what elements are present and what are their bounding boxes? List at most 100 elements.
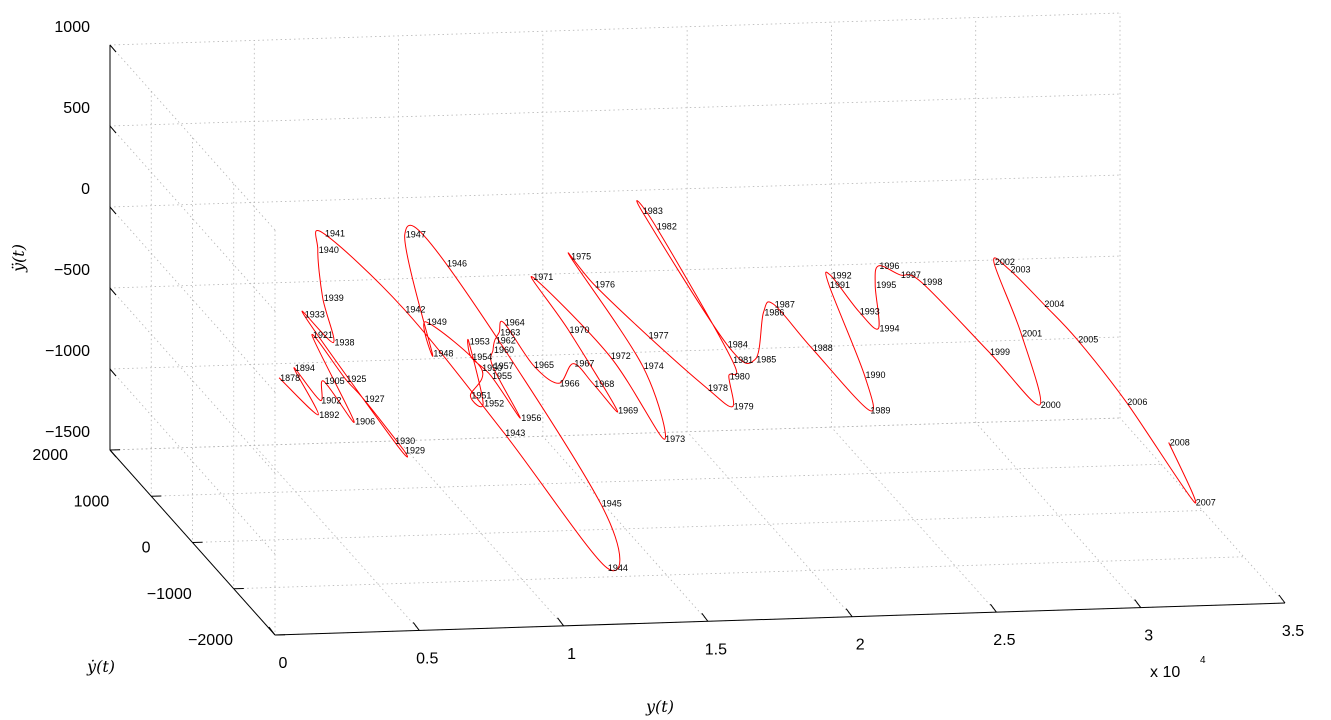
year-label: 1892	[319, 410, 339, 420]
year-label: 2007	[1196, 498, 1216, 508]
year-label: 1939	[324, 293, 344, 303]
grid-line-y	[233, 183, 1244, 590]
axes	[109, 45, 1286, 636]
year-label: 1981	[733, 355, 753, 365]
year-label: 1996	[879, 261, 899, 271]
year-label: 1974	[644, 361, 664, 371]
grid-line-x	[253, 40, 420, 631]
year-label: 1957	[494, 361, 514, 371]
tick-labels: 0 0.5 1 1.5 2 2.5 3 3.5 −2000 −1000 0 1000 2000 1000 5…	[32, 19, 1304, 672]
x-tick-label: 3	[1144, 628, 1153, 645]
year-label: 1925	[346, 374, 366, 384]
year-label: 1971	[533, 272, 553, 282]
year-label: 1989	[870, 405, 890, 415]
year-label: 2002	[995, 257, 1015, 267]
x-tick-mark	[1278, 594, 1286, 604]
year-label: 1987	[775, 299, 795, 309]
year-label: 1983	[643, 206, 663, 216]
grid-line-y	[150, 91, 1162, 497]
year-label: 1995	[876, 280, 896, 290]
grid-line-x	[1119, 13, 1286, 604]
grid-lines	[109, 12, 1286, 636]
x-tick-mark	[701, 612, 709, 622]
year-label: 1997	[901, 270, 921, 280]
year-label: 1998	[922, 277, 942, 287]
year-label: 2001	[1022, 328, 1042, 338]
z-tick-label: −500	[54, 262, 90, 279]
year-label: 1905	[325, 376, 345, 386]
year-label: 1948	[433, 349, 453, 359]
x-tick-label: 2.5	[993, 632, 1015, 649]
year-label: 1878	[280, 373, 300, 383]
z-tick-label: −1500	[45, 424, 90, 441]
year-label: 1985	[756, 354, 776, 364]
year-label: 1980	[730, 371, 750, 381]
grid-line-y	[274, 230, 1286, 636]
y-tick-label: 2000	[32, 447, 68, 464]
year-label: 2005	[1078, 335, 1098, 345]
year-label: 1993	[860, 306, 880, 316]
year-label: 1950	[482, 363, 502, 373]
year-label: 1906	[355, 417, 375, 427]
x-axis-multiplier-exponent: 4	[1200, 655, 1206, 666]
trajectory-series	[278, 200, 1197, 572]
x-tick-mark	[412, 622, 420, 631]
grid-line-z	[109, 336, 1121, 555]
year-label: 1949	[427, 317, 447, 327]
year-label: 1921	[313, 330, 333, 340]
x-tick-mark	[990, 603, 997, 613]
year-label: 1927	[365, 394, 385, 404]
grid-line-x	[686, 26, 853, 617]
x-axis-line	[274, 602, 1286, 636]
year-label: 1963	[500, 327, 520, 337]
x-tick-label: 3.5	[1282, 623, 1304, 640]
grid-line-z	[109, 12, 1121, 231]
year-label: 1967	[574, 359, 594, 369]
y-tick-label: 1000	[74, 493, 110, 510]
y-axis-label: ẏ(t)	[86, 657, 115, 676]
year-label: 2004	[1044, 299, 1064, 309]
z-tick-label: 0	[81, 181, 90, 198]
x-tick-label: 2	[856, 637, 865, 654]
year-label: 1929	[405, 446, 425, 456]
y-tick-label: −1000	[147, 586, 192, 603]
z-tick-mark	[109, 125, 117, 134]
year-label: 1933	[305, 310, 325, 320]
z-tick-mark	[109, 44, 117, 53]
year-label: 1991	[830, 280, 850, 290]
year-label: 2003	[1011, 265, 1031, 275]
year-label: 1945	[602, 499, 622, 509]
grid-line-x	[975, 17, 1142, 608]
year-label: 1999	[990, 347, 1010, 357]
year-label: 1977	[649, 331, 669, 341]
year-label: 1951	[471, 391, 491, 401]
x-tick-mark	[1134, 599, 1142, 608]
year-label: 1894	[295, 363, 315, 373]
year-label: 1979	[734, 402, 754, 412]
year-label: 1990	[866, 370, 886, 380]
year-label: 1943	[505, 428, 525, 438]
year-label: 1955	[492, 371, 512, 381]
year-label: 1966	[560, 378, 580, 388]
x-tick-label: 0.5	[416, 650, 438, 667]
year-label: 1986	[764, 308, 784, 318]
z-tick-mark	[109, 368, 117, 377]
year-label: 1972	[611, 351, 631, 361]
grid-line-x	[831, 22, 997, 613]
year-label: 1975	[571, 251, 591, 261]
year-label: 1940	[319, 245, 339, 255]
year-label: 1954	[472, 352, 492, 362]
trajectory-line	[278, 200, 1197, 572]
year-label: 1942	[405, 305, 425, 315]
year-label: 1938	[335, 338, 355, 348]
x-axis-multiplier: x 10	[1150, 664, 1180, 681]
year-label: 1984	[728, 339, 748, 349]
year-label: 1969	[618, 405, 638, 415]
x-tick-mark	[557, 617, 564, 627]
x-tick-mark	[845, 608, 853, 618]
z-tick-label: 500	[63, 100, 90, 117]
year-label: 1960	[494, 345, 514, 355]
year-label: 2000	[1041, 400, 1061, 410]
year-label: 2008	[1170, 438, 1190, 448]
